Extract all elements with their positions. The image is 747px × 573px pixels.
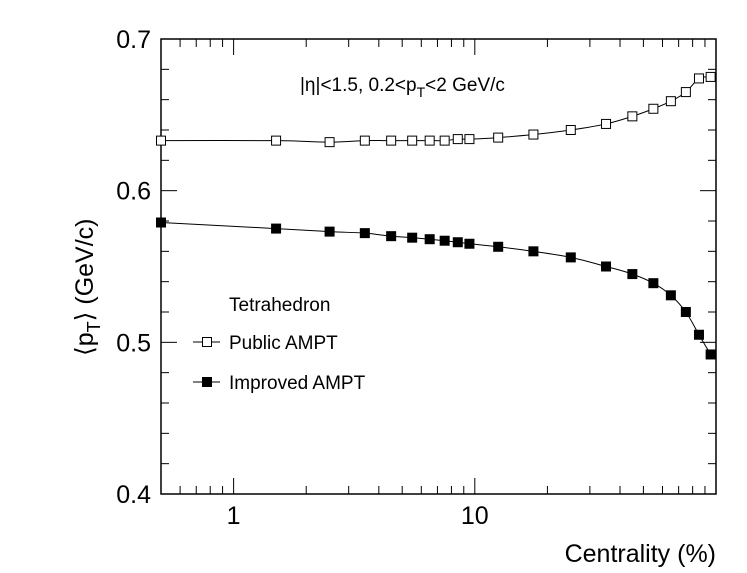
series-layer (156, 71, 716, 360)
data-point (648, 278, 659, 289)
kinematic-cut-annotation: |η|<1.5, 0.2<pT<2 GeV/c (300, 75, 505, 100)
data-point (439, 135, 450, 146)
data-point (464, 238, 475, 249)
data-point (359, 228, 370, 239)
data-point (665, 96, 676, 107)
legend-marker-improved (202, 377, 212, 387)
y-tick-label: 0.7 (116, 26, 151, 54)
data-point (493, 132, 504, 143)
tick-labels: 0.4 0.5 0.6 0.7 1 10 (116, 26, 488, 530)
axis-ticks (160, 38, 717, 495)
data-point (424, 234, 435, 245)
series-public-ampt (156, 71, 716, 148)
data-point (648, 103, 659, 114)
x-axis-title: Centrality (%) (565, 540, 716, 568)
legend-marker-public (202, 337, 212, 347)
data-point (271, 223, 282, 234)
data-point (464, 134, 475, 145)
data-point (493, 241, 504, 252)
legend-title: Tetrahedron (229, 295, 330, 316)
data-point (693, 73, 704, 84)
data-point (565, 125, 576, 135)
data-point (528, 129, 539, 140)
data-point (386, 231, 397, 242)
y-axis-title: ⟨pT⟩ (GeV/c) (71, 219, 104, 357)
data-point (601, 261, 612, 272)
legend: Tetrahedron Public AMPT Improved AMPT (193, 295, 366, 394)
data-point (693, 329, 704, 340)
data-point (452, 237, 463, 248)
data-point (452, 134, 463, 145)
y-tick-label: 0.4 (116, 481, 151, 509)
data-point (407, 135, 418, 146)
data-point (156, 135, 166, 146)
plot-frame (160, 38, 717, 495)
y-tick-label: 0.6 (116, 178, 151, 206)
data-point (627, 111, 638, 122)
data-point (407, 232, 418, 243)
data-point (601, 118, 612, 129)
data-point (680, 307, 691, 317)
data-point (424, 135, 435, 146)
data-point (627, 269, 638, 280)
data-point (705, 71, 716, 82)
data-point (324, 226, 335, 237)
data-point (386, 135, 397, 146)
data-point (680, 87, 691, 98)
x-tick-label: 1 (227, 502, 241, 530)
y-tick-label: 0.5 (116, 329, 151, 357)
x-tick-label: 10 (461, 502, 489, 530)
series-improved-ampt (156, 217, 716, 360)
legend-label-improved: Improved AMPT (229, 373, 366, 394)
data-point (324, 137, 335, 148)
data-point (439, 235, 450, 246)
data-point (705, 349, 716, 360)
data-point (271, 135, 282, 146)
data-point (156, 217, 166, 228)
data-point (565, 252, 576, 263)
data-point (665, 290, 676, 301)
legend-label-public: Public AMPT (229, 333, 338, 354)
data-point (359, 135, 370, 146)
data-point (528, 246, 539, 257)
